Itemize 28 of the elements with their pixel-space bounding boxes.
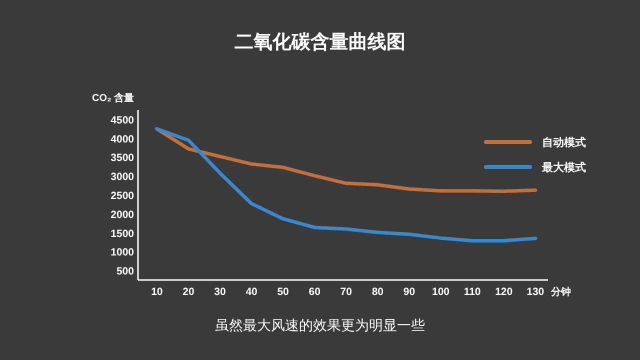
x-tick-label: 40	[246, 286, 258, 298]
legend: 自动模式	[542, 137, 586, 149]
x-tick-label: 60	[308, 286, 321, 298]
y-tick-label: 2500	[110, 190, 134, 202]
y-tick-label: 4500	[110, 114, 134, 126]
y-tick-label: 3500	[110, 152, 134, 164]
x-tick-label: 90	[403, 286, 416, 298]
x-tick-label: 80	[372, 286, 384, 298]
x-tick-label: 10	[151, 286, 163, 298]
x-tick-label: 110	[464, 286, 481, 298]
y-tick-label: 500	[116, 266, 134, 278]
x-tick-label: 100	[432, 286, 450, 298]
x-tick-label: 30	[214, 286, 226, 298]
x-tick-label: 70	[340, 286, 352, 298]
x-tick-label: 50	[277, 286, 290, 298]
y-tick-label: 4000	[110, 133, 134, 146]
y-tick-label: 1000	[110, 246, 134, 259]
annotation: 虽然最大风速的效果更为明显一些	[215, 317, 425, 333]
ylabel: CO₂ 含量	[92, 93, 134, 104]
xlabel: 分钟	[551, 287, 571, 298]
x-tick-label: 130	[526, 286, 544, 298]
x-tick-label: 120	[495, 286, 513, 298]
x-tick-label: 20	[182, 286, 194, 298]
legend: 最大模式	[542, 162, 586, 174]
title: 二氧化碳含量曲线图	[234, 32, 406, 53]
y-tick-label: 1500	[110, 228, 134, 240]
y-tick-label: 2000	[110, 208, 134, 221]
y-tick-label: 3000	[110, 171, 134, 184]
